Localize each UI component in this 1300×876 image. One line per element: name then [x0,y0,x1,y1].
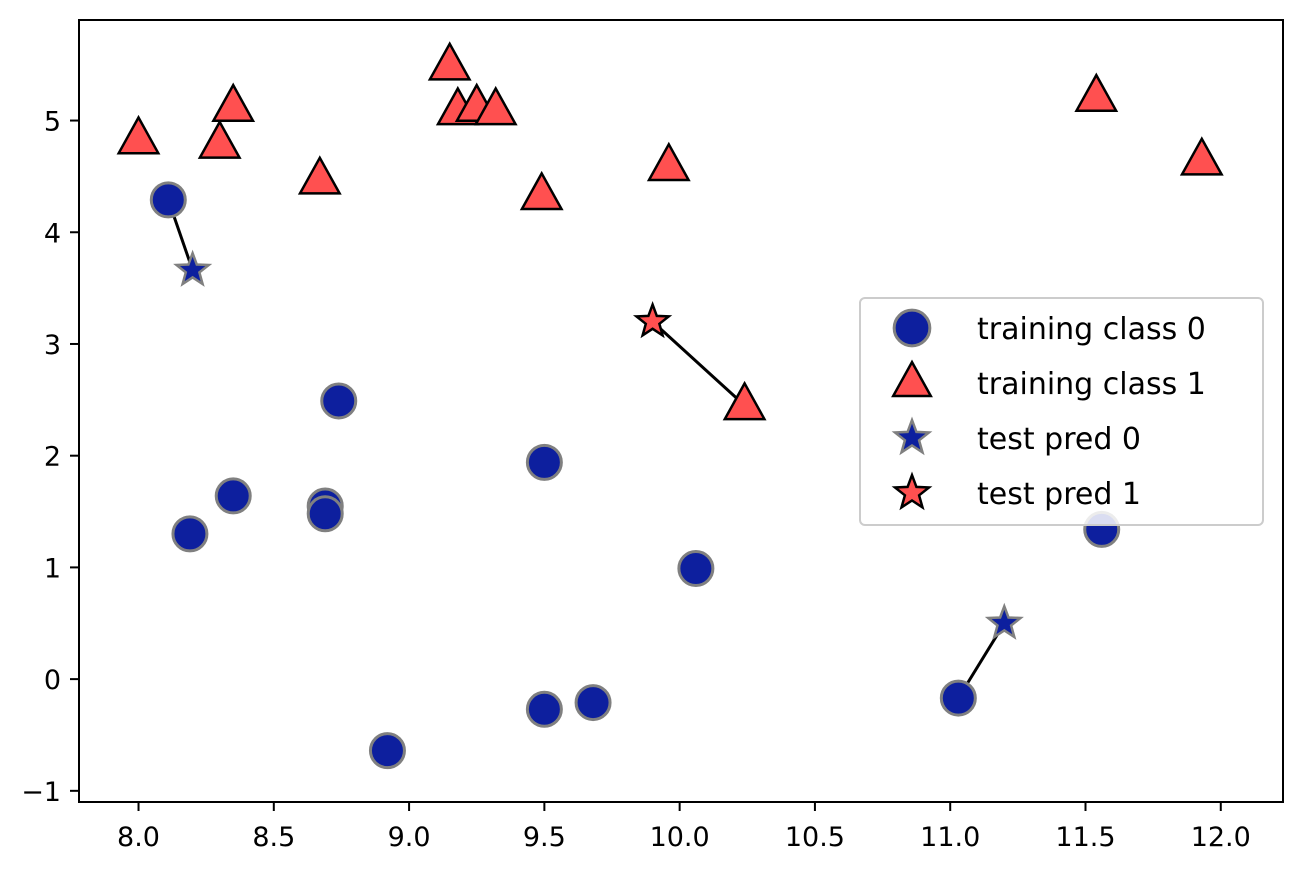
y-tick-label: 0 [44,665,61,696]
plot-area-frame [78,19,1284,803]
x-tick-label: 9.5 [523,822,566,853]
training-class-0-point [574,684,612,722]
legend: training class 0 training class 1 test pre… [859,297,1264,526]
test-pred-0-point [173,249,213,287]
training-class-0-point [306,495,344,533]
training-class-1-legend-marker [891,359,933,398]
neighbor-line [651,320,746,407]
training-class-1-point [211,82,256,123]
x-tick-label: 9.0 [388,822,431,853]
training-class-1-point [427,41,472,81]
test-pred-0-point [984,602,1024,640]
y-tick-label: 1 [44,553,61,584]
data-points [116,41,1224,770]
y-axis-ticks: −1 0 1 2 3 4 5 [21,107,79,808]
training-class-0-point [149,181,187,219]
x-tick-label: 11.0 [920,822,980,853]
training-class-1-point [646,141,691,182]
training-class-1-point [1179,136,1224,176]
test-pred-0-legend-marker [891,416,933,456]
legend-label: test pred 0 [977,422,1141,457]
y-tick-label: 2 [44,442,61,473]
training-class-0-legend-marker [892,308,932,348]
training-class-1-point [519,170,564,211]
test-pred-1-point [632,301,673,339]
training-class-0-point [171,515,209,553]
training-class-0-point [939,679,977,717]
training-class-1-point [116,114,161,155]
y-tick-label: 5 [44,107,61,138]
training-class-1-point [722,380,767,421]
legend-box [859,297,1264,526]
x-axis-ticks: 8.0 8.5 9.0 9.5 10.0 10.5 11.0 11.5 12.0 [117,802,1251,853]
y-tick-label: 3 [44,330,61,361]
training-class-0-point [320,382,358,420]
x-tick-label: 10.5 [785,822,845,853]
legend-label: test pred 1 [977,477,1141,512]
x-tick-label: 8.0 [117,822,160,853]
legend-label: training class 1 [977,367,1206,402]
training-class-0-point [525,690,563,728]
training-class-1-point [1074,72,1119,112]
y-tick-label: −1 [21,777,61,808]
training-class-1-point [297,155,342,195]
y-tick-label: 4 [44,218,61,249]
test-pred-1-legend-marker [891,471,933,511]
x-tick-label: 8.5 [252,822,295,853]
x-tick-label: 12.0 [1191,822,1251,853]
training-class-1-point [197,119,242,159]
x-tick-label: 11.5 [1055,822,1115,853]
training-class-0-point [368,732,406,770]
training-class-1-point [473,85,518,126]
legend-label: training class 0 [977,312,1206,347]
training-class-0-point [525,443,563,481]
training-class-0-point [214,477,252,515]
x-tick-label: 10.0 [650,822,710,853]
training-class-0-point [677,550,715,588]
